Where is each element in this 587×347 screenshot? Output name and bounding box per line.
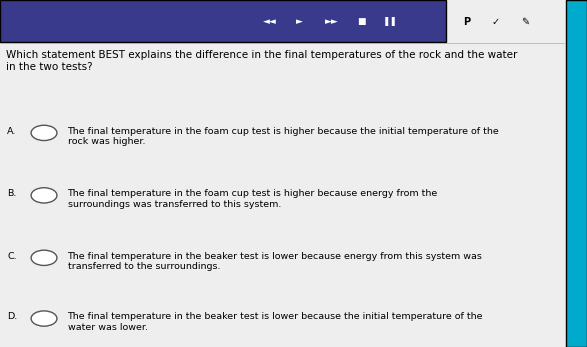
Text: B.: B. — [7, 189, 16, 198]
Text: ►: ► — [296, 17, 303, 26]
Text: ✎: ✎ — [521, 17, 529, 27]
Circle shape — [31, 250, 57, 265]
Text: The final temperature in the beaker test is lower because energy from this syste: The final temperature in the beaker test… — [68, 252, 483, 271]
Text: ❚❚: ❚❚ — [383, 17, 398, 26]
Text: The final temperature in the beaker test is lower because the initial temperatur: The final temperature in the beaker test… — [68, 312, 483, 332]
Text: ✓: ✓ — [492, 17, 500, 27]
FancyBboxPatch shape — [0, 0, 446, 42]
Text: The final temperature in the foam cup test is higher because the initial tempera: The final temperature in the foam cup te… — [68, 127, 500, 146]
Text: Which statement BEST explains the difference in the final temperatures of the ro: Which statement BEST explains the differ… — [6, 50, 517, 72]
FancyBboxPatch shape — [566, 0, 587, 347]
Circle shape — [31, 125, 57, 141]
Text: ■: ■ — [357, 17, 365, 26]
Text: The final temperature in the foam cup test is higher because energy from the
sur: The final temperature in the foam cup te… — [68, 189, 438, 209]
Text: D.: D. — [7, 312, 17, 321]
Text: A.: A. — [7, 127, 16, 136]
Circle shape — [31, 188, 57, 203]
Text: C.: C. — [7, 252, 16, 261]
Text: ►►: ►► — [325, 17, 339, 26]
Text: P: P — [463, 17, 470, 27]
Circle shape — [31, 311, 57, 326]
Text: ◄◄: ◄◄ — [263, 17, 277, 26]
